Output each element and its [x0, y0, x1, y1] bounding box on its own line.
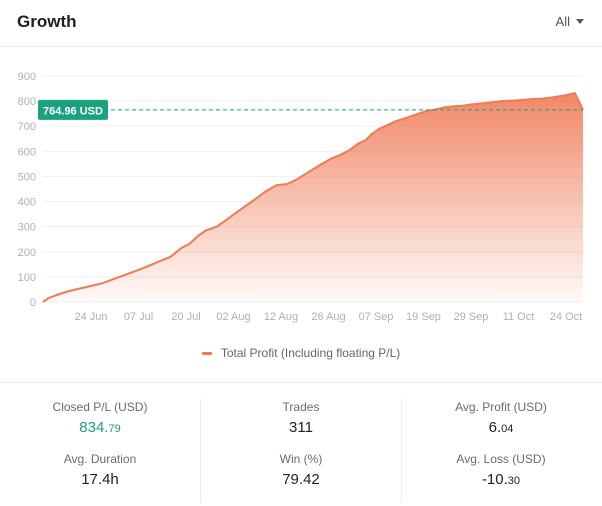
stats-panel: Closed P/L (USD) 834.79 Avg. Duration 17… — [0, 382, 602, 506]
y-tick-label: 500 — [18, 171, 36, 183]
series-area — [43, 93, 583, 302]
stat-closed-pl: Closed P/L (USD) 834.79 — [0, 399, 200, 451]
stat-avg-duration: Avg. Duration 17.4h — [0, 451, 200, 503]
growth-chart: 0 100 200 300 400 500 600 700 800 900 24 Jun 07 Jul… — [0, 46, 602, 336]
caret-down-icon — [576, 19, 584, 24]
x-tick-label: 29 Sep — [454, 311, 489, 323]
stat-label: Closed P/L (USD) — [52, 400, 148, 414]
stat-label: Trades — [282, 400, 320, 414]
stat-value: 17.4h — [81, 471, 119, 488]
stats-column-3: Avg. Profit (USD) 6.04 Avg. Loss (USD) -… — [401, 399, 601, 503]
y-tick-label: 100 — [18, 272, 36, 284]
stat-value: 311 — [289, 419, 313, 436]
reference-label-box — [38, 99, 108, 120]
series-line — [42, 92, 584, 303]
stat-value: 6.04 — [488, 419, 514, 436]
x-tick-label: 20 Jul — [171, 311, 200, 323]
x-tick-label: 24 Oct — [550, 311, 582, 323]
x-tick-label: 02 Aug — [216, 311, 250, 323]
y-tick-label: 900 — [18, 71, 36, 83]
stat-label: Avg. Duration — [63, 452, 137, 466]
stats-column-2: Trades 311 Win (%) 79.42 — [200, 399, 402, 503]
y-tick-label: 800 — [18, 96, 36, 108]
stat-value: 79.42 — [282, 471, 320, 488]
stat-label: Avg. Loss (USD) — [456, 452, 546, 466]
y-tick-label: 700 — [18, 121, 36, 133]
x-tick-label: 07 Jul — [124, 311, 153, 323]
stat-trades: Trades 311 — [201, 399, 401, 451]
legend-swatch — [201, 352, 212, 356]
stat-value: -10.30 — [481, 471, 521, 488]
stat-label: Win (%) — [279, 452, 323, 466]
reference-label: 764.96 USD — [43, 105, 103, 117]
range-dropdown-value: All — [555, 14, 570, 29]
x-tick-label: 11 Oct — [503, 311, 535, 323]
x-tick-label: 07 Sep — [359, 311, 394, 323]
x-tick-label: 19 Sep — [406, 311, 441, 323]
stat-avg-profit: Avg. Profit (USD) 6.04 — [401, 399, 601, 451]
stat-value: 834.79 — [79, 419, 121, 436]
growth-chart-svg: 0 100 200 300 400 500 600 700 800 900 24 Jun 07 Jul… — [18, 71, 584, 323]
range-dropdown[interactable]: All — [556, 14, 584, 29]
stat-label: Avg. Profit (USD) — [455, 400, 547, 414]
x-tick-label: 24 Jun — [74, 311, 107, 323]
y-tick-label: 400 — [18, 197, 36, 209]
card-header: Growth All — [0, 0, 602, 47]
stat-win: Win (%) 79.42 — [201, 451, 401, 503]
card-title: Growth — [17, 12, 77, 31]
chart-legend[interactable]: Total Profit (Including floating P/L) — [0, 346, 602, 360]
x-tick-label: 26 Aug — [311, 311, 345, 323]
y-tick-label: 200 — [18, 247, 36, 259]
legend-label: Total Profit (Including floating P/L) — [220, 346, 401, 360]
y-tick-label: 0 — [30, 297, 36, 309]
stats-column-1: Closed P/L (USD) 834.79 Avg. Duration 17… — [0, 399, 200, 503]
stat-avg-loss: Avg. Loss (USD) -10.30 — [401, 451, 601, 503]
y-tick-label: 300 — [18, 222, 36, 234]
x-tick-label: 12 Aug — [264, 311, 298, 323]
y-tick-label: 600 — [18, 146, 36, 158]
